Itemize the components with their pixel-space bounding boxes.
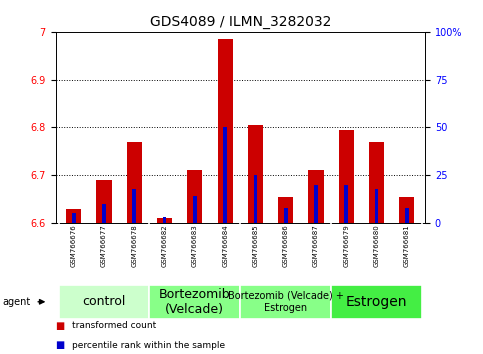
Bar	[399, 197, 414, 223]
Text: Bortezomib (Velcade) +
Estrogen: Bortezomib (Velcade) + Estrogen	[228, 291, 344, 313]
Text: GSM766679: GSM766679	[343, 224, 349, 267]
Bar	[157, 218, 172, 223]
Bar	[241, 285, 331, 319]
Bar	[278, 197, 293, 223]
Text: control: control	[82, 295, 126, 308]
Text: agent: agent	[2, 297, 30, 307]
Bar	[248, 125, 263, 223]
Bar	[102, 204, 106, 223]
Text: Bortezomib
(Velcade): Bortezomib (Velcade)	[159, 288, 231, 316]
Bar	[72, 213, 75, 223]
Bar	[284, 208, 287, 223]
Text: ■: ■	[56, 340, 65, 350]
Text: GSM766676: GSM766676	[71, 224, 77, 267]
Bar	[223, 127, 227, 223]
Bar	[331, 285, 422, 319]
Text: GSM766685: GSM766685	[253, 224, 258, 267]
Bar	[217, 39, 233, 223]
Bar	[127, 142, 142, 223]
Text: GSM766686: GSM766686	[283, 224, 289, 267]
Bar	[58, 285, 149, 319]
Bar	[339, 130, 354, 223]
Bar	[254, 175, 257, 223]
Text: GSM766684: GSM766684	[222, 224, 228, 267]
Text: GSM766682: GSM766682	[162, 224, 168, 267]
Bar	[344, 185, 348, 223]
Bar	[309, 170, 324, 223]
Bar	[163, 217, 167, 223]
Text: GSM766683: GSM766683	[192, 224, 198, 267]
Bar	[187, 170, 202, 223]
Bar	[375, 189, 378, 223]
Text: GSM766677: GSM766677	[101, 224, 107, 267]
Text: transformed count: transformed count	[72, 321, 156, 330]
Bar	[369, 142, 384, 223]
Text: GSM766680: GSM766680	[373, 224, 380, 267]
Bar	[405, 208, 409, 223]
Bar	[314, 185, 318, 223]
Bar	[132, 189, 136, 223]
Text: GSM766687: GSM766687	[313, 224, 319, 267]
Text: Estrogen: Estrogen	[346, 295, 407, 309]
Text: GSM766681: GSM766681	[404, 224, 410, 267]
Title: GDS4089 / ILMN_3282032: GDS4089 / ILMN_3282032	[150, 16, 331, 29]
Text: GSM766678: GSM766678	[131, 224, 137, 267]
Bar	[149, 285, 241, 319]
Bar	[66, 209, 81, 223]
Text: ■: ■	[56, 321, 65, 331]
Bar	[193, 196, 197, 223]
Text: percentile rank within the sample: percentile rank within the sample	[72, 341, 226, 350]
Bar	[97, 180, 112, 223]
